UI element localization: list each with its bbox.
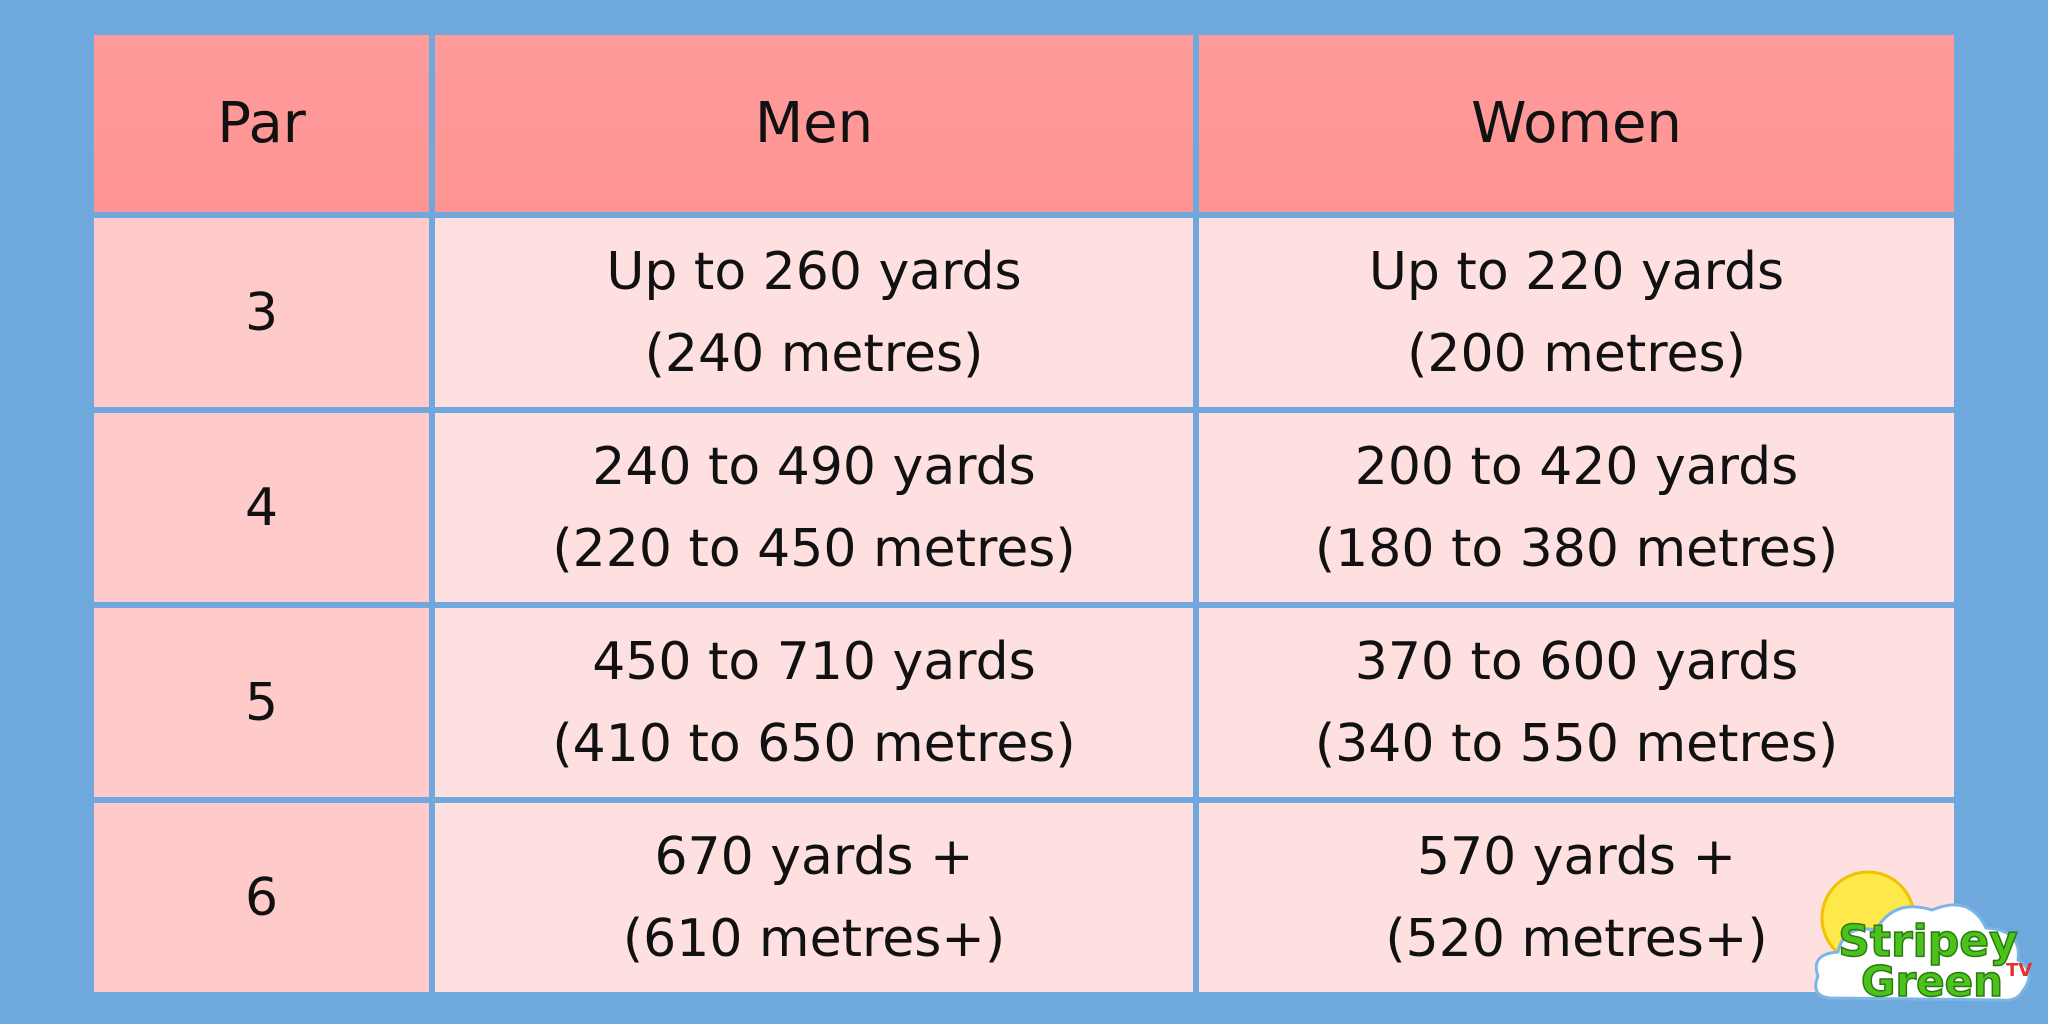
distance-text: (240 metres) <box>644 323 984 384</box>
par-cell: 5 <box>94 608 429 797</box>
distance-cell: 670 yards + (610 metres+) <box>435 803 1193 992</box>
distance-text: (200 metres) <box>1407 323 1746 384</box>
header-cell: Men <box>435 35 1193 212</box>
par-cell: 3 <box>94 218 429 407</box>
distance-text: 370 to 600 yards <box>1354 631 1799 692</box>
header-cell: Par <box>94 35 429 212</box>
par-value: 4 <box>244 477 279 538</box>
distance-cell: 370 to 600 yards (340 to 550 metres) <box>1199 608 1954 797</box>
distance-text: 240 to 490 yards <box>592 436 1036 497</box>
distance-cell: 450 to 710 yards (410 to 650 metres) <box>435 608 1193 797</box>
par-cell: 6 <box>94 803 429 992</box>
logo-text: Green <box>1861 957 2003 1006</box>
distance-text: (610 metres+) <box>622 908 1006 969</box>
header-cell: Women <box>1199 35 1954 212</box>
logo-text: Stripey <box>1838 916 2018 967</box>
distance-text: (340 to 550 metres) <box>1314 713 1839 774</box>
distance-text: 570 yards + <box>1416 826 1737 887</box>
distance-text: (220 to 450 metres) <box>552 518 1076 579</box>
distance-cell: Up to 220 yards (200 metres) <box>1199 218 1954 407</box>
header-text: Women <box>1471 90 1682 156</box>
distance-text: 670 yards + <box>654 826 974 887</box>
distance-text: 200 to 420 yards <box>1354 436 1799 497</box>
par-cell: 4 <box>94 413 429 602</box>
logo-badge: TV <box>2006 960 2032 981</box>
header-text: Par <box>217 90 306 156</box>
par-value: 3 <box>244 282 279 343</box>
logo-cloud <box>1814 903 2031 1002</box>
distance-text: (410 to 650 metres) <box>552 713 1076 774</box>
par-value: 6 <box>244 867 279 928</box>
distance-text: Up to 260 yards <box>606 241 1022 302</box>
distance-cell: Up to 260 yards (240 metres) <box>435 218 1193 407</box>
distance-text: (180 to 380 metres) <box>1314 518 1839 579</box>
distance-cell: 240 to 490 yards (220 to 450 metres) <box>435 413 1193 602</box>
distance-text: Up to 220 yards <box>1368 241 1785 302</box>
logo: Stripey Green TV <box>1814 870 2032 1007</box>
header-text: Men <box>754 90 874 156</box>
distance-table: Par Men Women 3 Up to 260 yards (240 metres) U… <box>94 35 1954 992</box>
distance-cell: 200 to 420 yards (180 to 380 metres) <box>1199 413 1954 602</box>
distance-text: (520 metres+) <box>1385 908 1768 969</box>
par-value: 5 <box>244 672 279 733</box>
distance-text: 450 to 710 yards <box>592 631 1036 692</box>
